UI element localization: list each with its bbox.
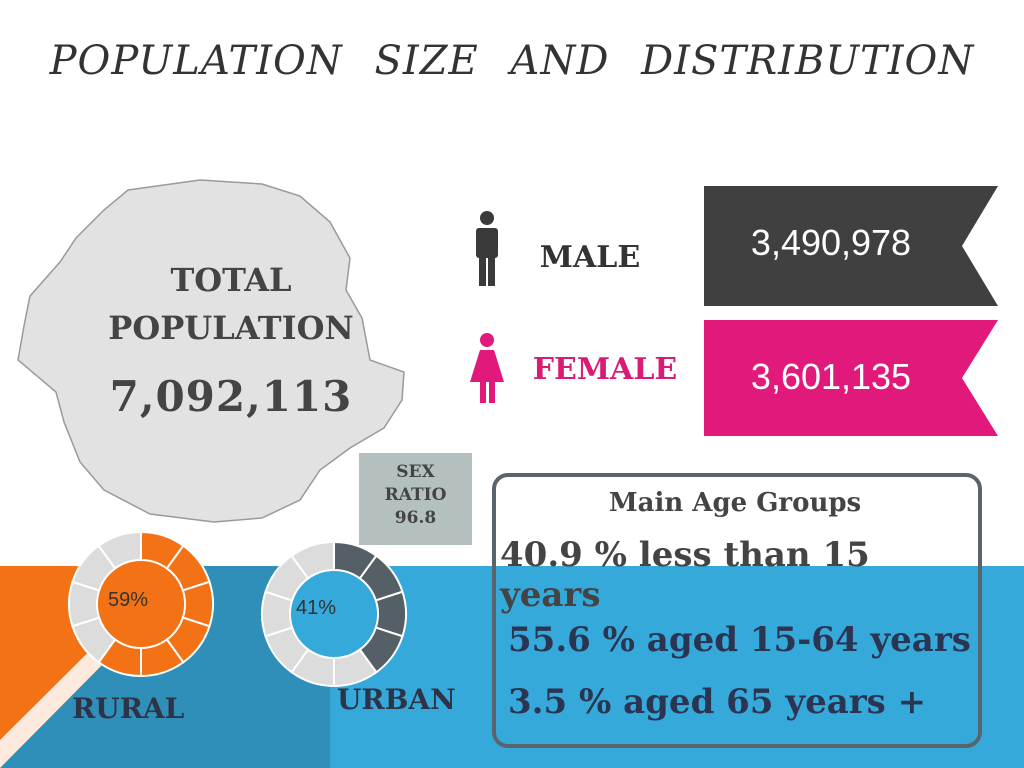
rural-donut-chart (68, 530, 214, 678)
urban-donut-center (290, 570, 378, 658)
male-label: MALE (539, 240, 641, 275)
age-groups-panel (492, 473, 982, 748)
total-population-label: TOTAL POPULATION (95, 256, 367, 352)
age-groups-title: Main Age Groups (608, 488, 862, 518)
age-group-65-plus: 3.5 % aged 65 years + (508, 682, 927, 722)
urban-donut-segment (290, 540, 335, 580)
total-label-line2: POPULATION (108, 309, 354, 347)
total-label-line1: TOTAL (170, 261, 292, 299)
rural-label: RURAL (72, 692, 185, 725)
male-banner (704, 186, 998, 306)
age-group-under-15: 40.9 % less than 15 years (500, 535, 870, 615)
rural-donut-segment (97, 530, 142, 570)
sex-ratio-box: SEX RATIO 96.8 (359, 453, 472, 545)
sex-ratio-line2: RATIO (384, 485, 447, 505)
female-population-value: 3,601,135 (750, 356, 912, 397)
male-population-value: 3,490,978 (750, 222, 912, 263)
page-title: POPULATION SIZE AND DISTRIBUTION (49, 38, 975, 84)
female-banner (704, 320, 998, 436)
rural-percent-label: 59% (108, 589, 149, 611)
rural-donut-center (97, 560, 185, 648)
urban-label: URBAN (337, 683, 456, 716)
male-person-icon (476, 211, 498, 286)
age-group-15-64: 55.6 % aged 15-64 years (508, 620, 971, 660)
total-population-value: 7,092,113 (109, 372, 353, 421)
sex-ratio-line1: SEX (396, 462, 435, 482)
urban-donut-chart (261, 540, 407, 688)
sex-ratio-value: 96.8 (394, 508, 437, 528)
female-person-icon (470, 333, 504, 403)
blue-band (230, 566, 1024, 768)
female-label: FEMALE (532, 352, 678, 387)
country-map-shape (17, 179, 405, 523)
urban-percent-label: 41% (296, 597, 337, 619)
